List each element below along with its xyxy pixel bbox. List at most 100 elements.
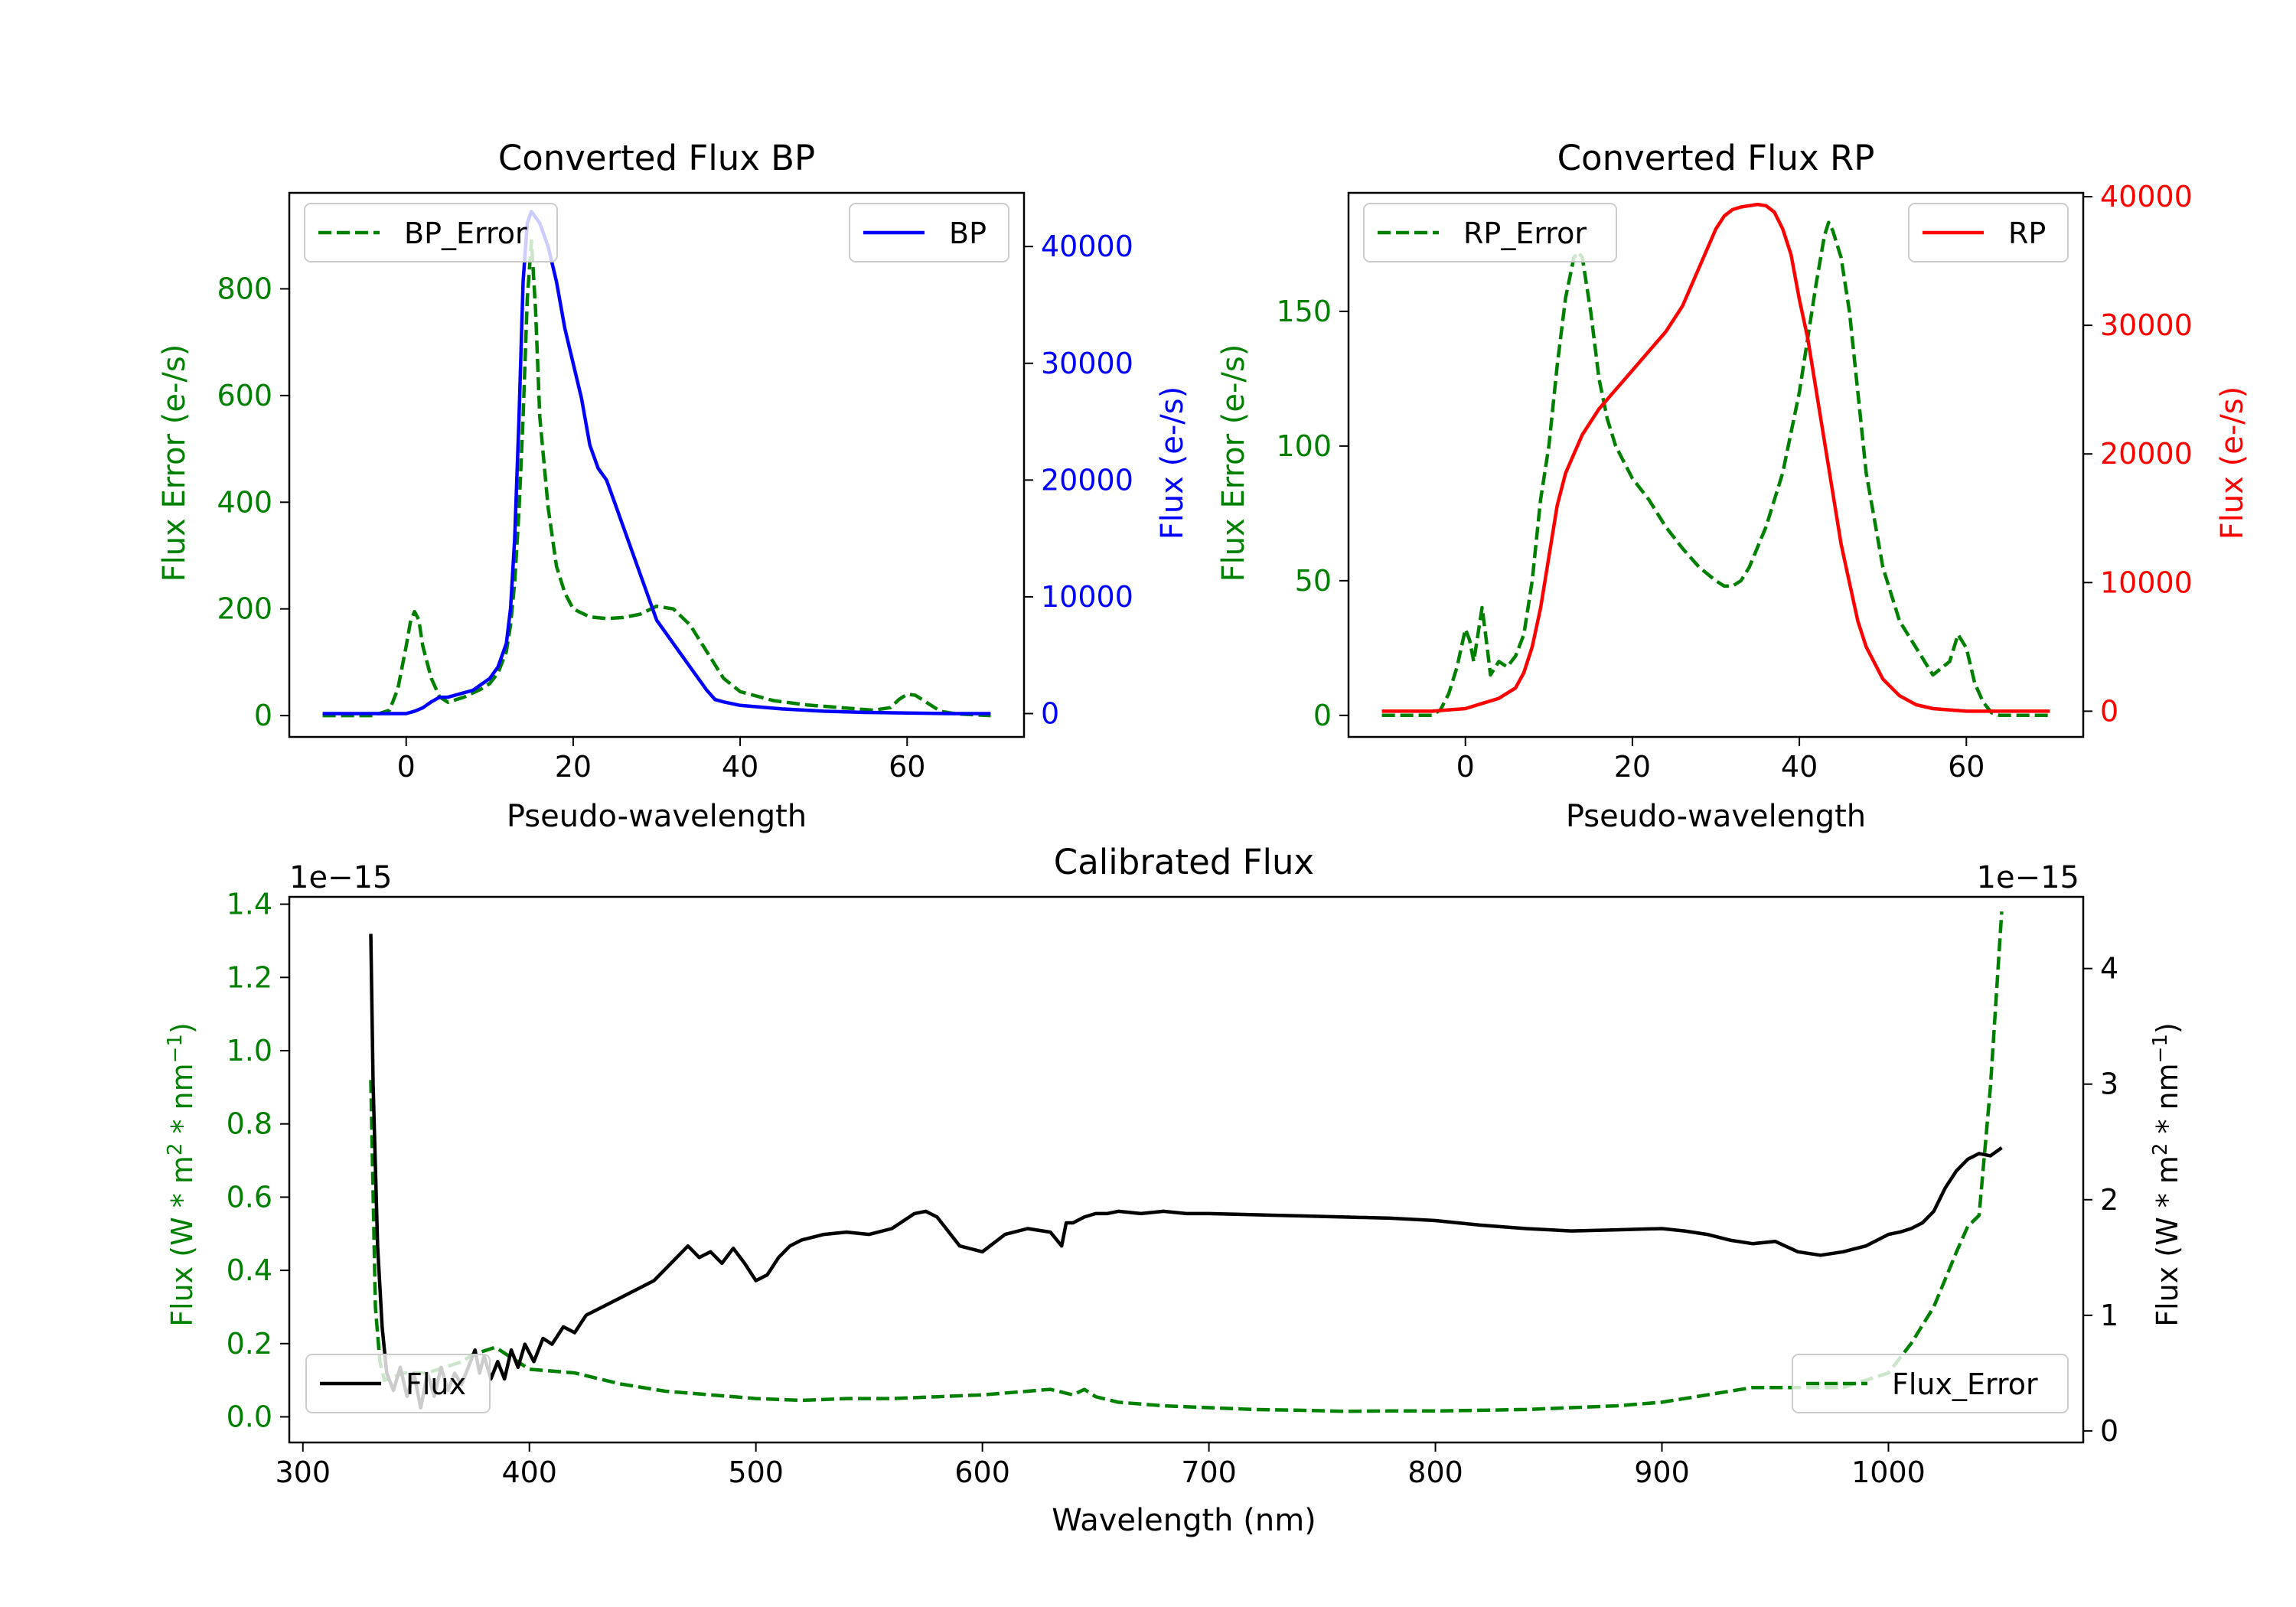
bp-xlabel: Pseudo-wavelength (507, 799, 807, 834)
rp-xlabel: Pseudo-wavelength (1566, 799, 1866, 834)
calibrated-xtick-label: 900 (1634, 1455, 1690, 1489)
calibrated-ytick-left-label: 0.8 (227, 1107, 272, 1141)
bp-legend-error-label: BP_Error (404, 217, 527, 250)
calibrated-ytick-left-label: 1.4 (227, 888, 272, 921)
rp-ylabel-right: Flux (e-/s) (2215, 386, 2250, 539)
calibrated-ytick-left-label: 0.0 (227, 1400, 272, 1434)
rp-ylabel-left: Flux Error (e-/s) (1216, 344, 1251, 582)
rp-xtick-label: 40 (1781, 750, 1818, 784)
ylabel-left-sup2: −1 (164, 1034, 187, 1063)
calibrated-series-flux (369, 934, 2003, 1410)
rp-legend-error-box (1363, 203, 1617, 262)
bp-series-bp (322, 210, 991, 715)
rp-xtick-label: 20 (1614, 750, 1651, 784)
calibrated-xtick-label: 700 (1181, 1455, 1237, 1489)
calibrated-ytick-left-label: 0.4 (227, 1253, 272, 1287)
calibrated-ytick-left-label: 0.2 (227, 1327, 272, 1361)
calibrated-ytick-right-label: 4 (2100, 952, 2118, 986)
rp-xtick-label: 0 (1456, 750, 1475, 784)
bp-ytick-right-label: 30000 (1041, 347, 1133, 380)
ylabel-right-sup2: −1 (2149, 1034, 2172, 1063)
ylabel-right-part1: Flux (W * m (2151, 1156, 2184, 1327)
rp-ytick-right-label: 20000 (2100, 437, 2193, 471)
rp-series-rp (1381, 202, 2050, 713)
bp-ylabel-right: Flux (e-/s) (1155, 386, 1190, 539)
calibrated-ylabel-right: Flux (W * m2 * nm−1) (2149, 1022, 2184, 1327)
rp-ytick-right-label: 10000 (2100, 566, 2193, 599)
bp-title: Converted Flux BP (498, 138, 815, 178)
bp-ytick-right-label: 10000 (1041, 580, 1133, 614)
calibrated-ytick-left-label: 0.6 (227, 1180, 272, 1214)
ylabel-right-part3: ) (2151, 1022, 2184, 1034)
rp-axes-frame (1347, 191, 2085, 738)
bp-ylabel-left: Flux Error (e-/s) (157, 344, 192, 582)
calibrated-ytick-left-label: 1.2 (227, 960, 272, 994)
calibrated-xtick-label: 800 (1407, 1455, 1463, 1489)
calibrated-plot-area: 300 400 500 600 700 800 900 1000 0.0 0.2 0.4 0.6 0.8… (227, 888, 2119, 1489)
rp-title: Converted Flux RP (1557, 138, 1875, 178)
rp-plot-area: 0 20 40 60 0 50 100 150 0 10000 20000 30000 40000 RP_… (1276, 180, 2192, 784)
calibrated-axes-frame (288, 895, 2085, 1444)
bp-xtick-label: 20 (555, 750, 592, 784)
calibrated-offset-left: 1e−15 (289, 860, 392, 895)
calibrated-ytick-left-label: 1.0 (227, 1034, 272, 1068)
bp-legend-flux-label: BP (949, 217, 987, 250)
ylabel-right-sup1: 2 (2149, 1143, 2172, 1156)
ylabel-left-part2: * nm (165, 1063, 199, 1143)
bp-legend-error: BP_Error (304, 203, 558, 262)
calibrated-legend-flux-box (305, 1354, 491, 1413)
rp-ytick-right-label: 30000 (2100, 308, 2193, 342)
rp-legend-flux-label: RP (2008, 217, 2046, 250)
rp-xtick-label: 60 (1948, 750, 1985, 784)
calibrated-offset-right: 1e−15 (1977, 860, 2079, 895)
bp-ytick-right-label: 40000 (1041, 230, 1133, 263)
rp-legend-flux-box (1908, 203, 2069, 262)
rp-legend-flux: RP (1908, 203, 2069, 262)
ylabel-left-part1: Flux (W * m (165, 1156, 199, 1327)
calibrated-legend-flux: Flux (305, 1354, 491, 1413)
rp-ytick-right-label: 40000 (2100, 180, 2193, 214)
rp-legend-error: RP_Error (1363, 203, 1617, 262)
calibrated-title: Calibrated Flux (1054, 842, 1314, 882)
ylabel-left-part3: ) (165, 1022, 199, 1034)
rp-series-rp-error (1381, 220, 2050, 718)
bp-legend-flux-box (849, 203, 1009, 262)
calibrated-ytick-right-label: 3 (2100, 1068, 2118, 1101)
ylabel-left-sup1: 2 (164, 1143, 187, 1156)
rp-ytick-right-label: 0 (2100, 694, 2118, 728)
calibrated-ytick-right-label: 0 (2100, 1414, 2118, 1448)
bp-legend-error-box (304, 203, 558, 262)
bp-series-bp-error (322, 239, 991, 718)
rp-legend-error-label: RP_Error (1463, 217, 1587, 250)
rp-ytick-left-label: 0 (1313, 699, 1332, 732)
rp-ytick-left-label: 100 (1276, 429, 1332, 463)
bp-axes-frame (288, 191, 1026, 738)
calibrated-xtick-label: 500 (728, 1455, 784, 1489)
bp-ytick-left-label: 600 (217, 379, 272, 412)
calibrated-xtick-label: 300 (275, 1455, 331, 1489)
bp-ytick-left-label: 0 (254, 699, 272, 732)
calibrated-legend-error: Flux_Error (1792, 1354, 2069, 1413)
calibrated-xlabel: Wavelength (nm) (1052, 1503, 1316, 1538)
bp-xtick-label: 40 (722, 750, 758, 784)
bp-ytick-left-label: 400 (217, 485, 272, 519)
bp-plot-area: 0 20 40 60020040060080001000020000300004000… (217, 191, 1133, 784)
bp-legend-flux: BP (849, 203, 1009, 262)
calibrated-xtick-label: 600 (954, 1455, 1010, 1489)
bp-ytick-right-label: 20000 (1041, 463, 1133, 497)
bp-ytick-right-label: 0 (1041, 696, 1059, 730)
bp-xtick-label: 60 (889, 750, 925, 784)
calibrated-ytick-right-label: 1 (2100, 1299, 2118, 1332)
calibrated-xtick-label: 400 (501, 1455, 557, 1489)
calibrated-legend-flux-label: Flux (406, 1367, 466, 1401)
calibrated-ytick-right-label: 2 (2100, 1183, 2118, 1217)
rp-ytick-left-label: 50 (1295, 564, 1332, 598)
calibrated-ylabel-left: Flux (W * m2 * nm−1) (164, 1022, 199, 1327)
bp-xtick-label: 0 (397, 750, 416, 784)
rp-ytick-left-label: 150 (1276, 295, 1332, 328)
calibrated-legend-error-label: Flux_Error (1892, 1367, 2038, 1401)
bp-ytick-left-label: 800 (217, 272, 272, 305)
bp-ytick-left-label: 200 (217, 592, 272, 626)
calibrated-xtick-label: 1000 (1851, 1455, 1926, 1489)
